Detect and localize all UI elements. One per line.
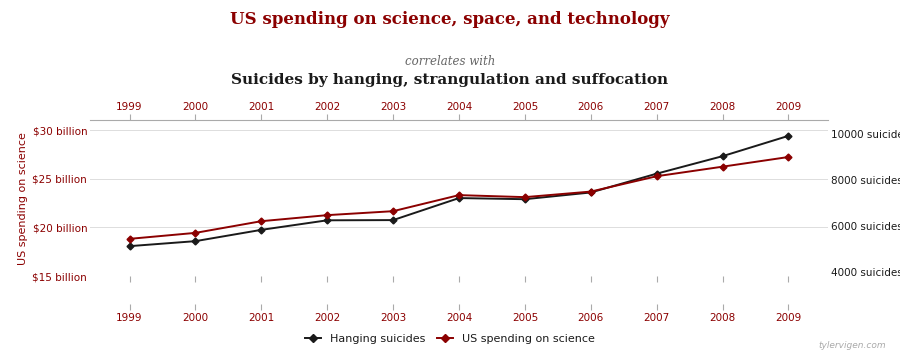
- Text: tylervigen.com: tylervigen.com: [819, 342, 886, 350]
- Text: correlates with: correlates with: [405, 55, 495, 68]
- Text: Suicides by hanging, strangulation and suffocation: Suicides by hanging, strangulation and s…: [231, 73, 669, 87]
- Legend: Hanging suicides, US spending on science: Hanging suicides, US spending on science: [301, 330, 599, 348]
- Text: US spending on science, space, and technology: US spending on science, space, and techn…: [230, 11, 670, 28]
- Y-axis label: US spending on science: US spending on science: [18, 132, 28, 265]
